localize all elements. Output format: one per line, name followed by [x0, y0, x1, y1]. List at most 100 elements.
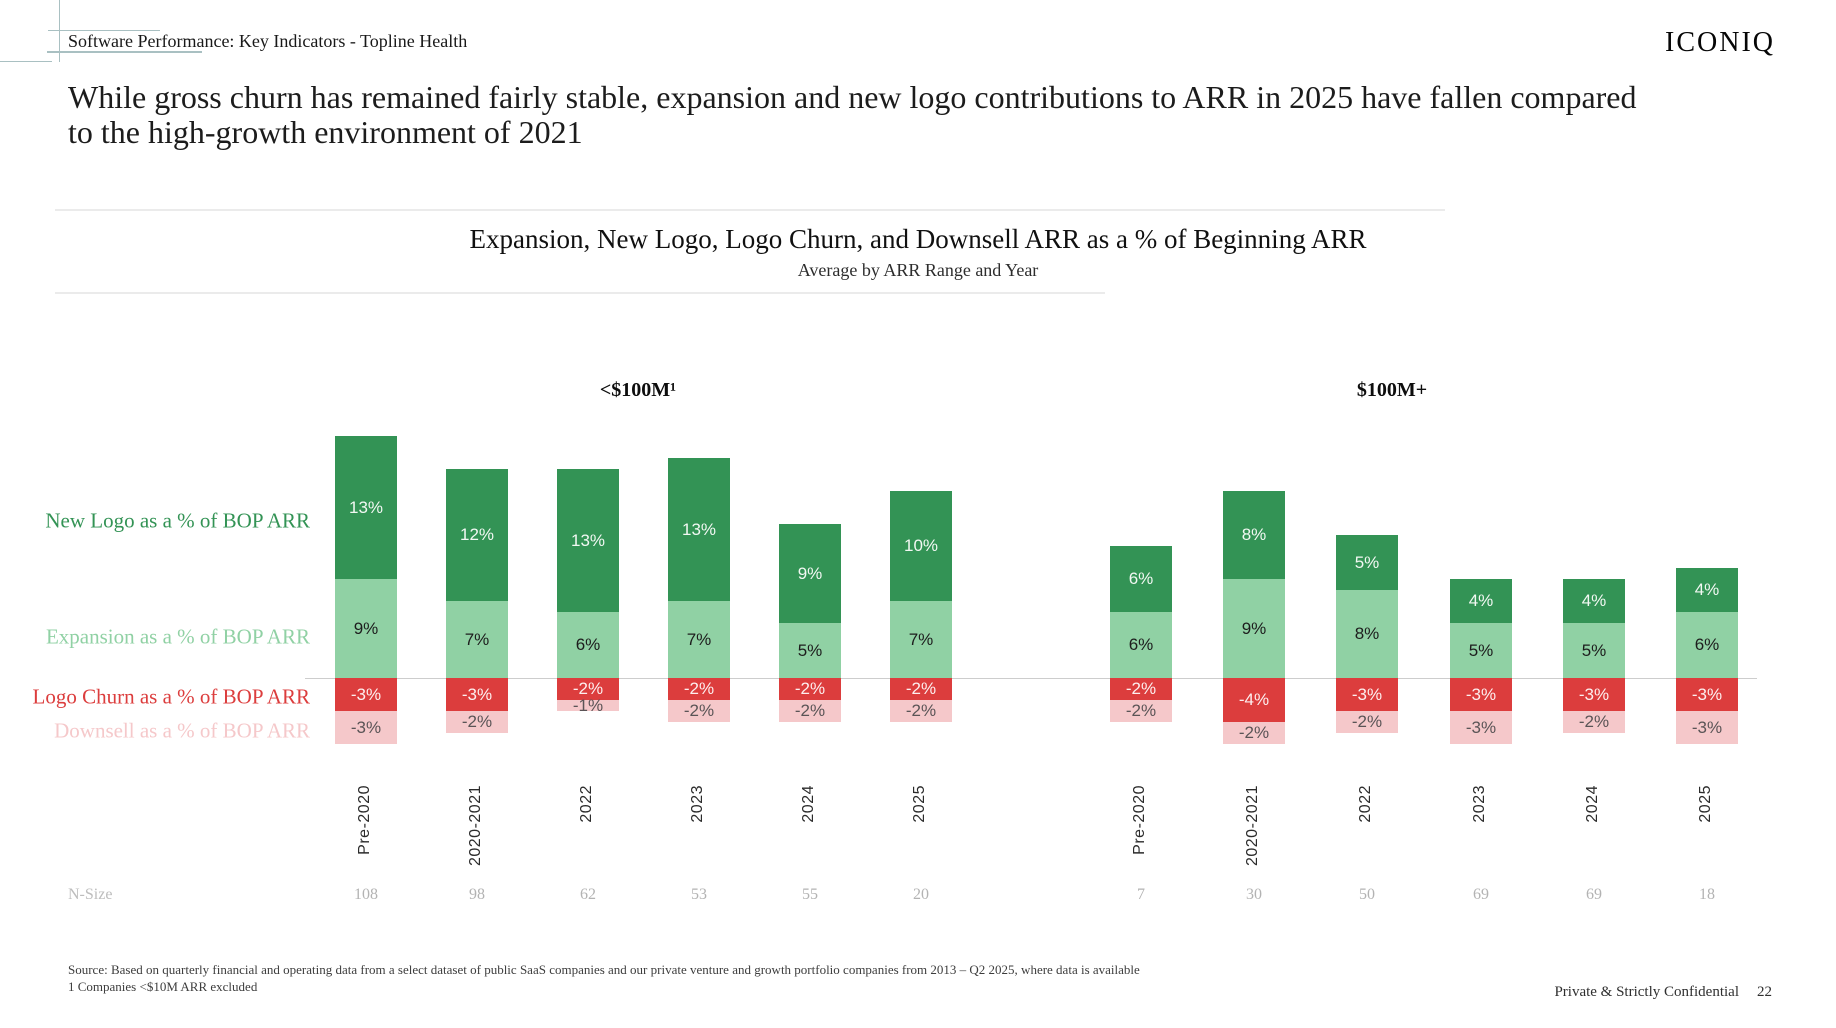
legend-label-downsell: Downsell as a % of BOP ARR [54, 718, 310, 743]
bar-segment-downsell: -3% [1676, 711, 1738, 744]
bar-segment-logo_churn: -2% [1110, 678, 1172, 700]
x-axis-year-label: Pre-2020 [1131, 785, 1148, 855]
bar-segment-new_logo: 13% [668, 458, 730, 601]
bar-segment-expansion: 7% [890, 601, 952, 678]
bar-segment-logo_churn: -3% [446, 678, 508, 711]
bar-value-label: -2% [683, 679, 715, 698]
bar-value-label: -2% [794, 679, 826, 698]
bar-segment-expansion: 6% [1110, 612, 1172, 678]
x-axis-year-label: 2025 [1697, 785, 1714, 823]
bar-value-label: 9% [797, 563, 823, 583]
bar-value-label: 13% [681, 519, 717, 539]
breadcrumb: Software Performance: Key Indicators - T… [68, 31, 468, 51]
n-size-value: 62 [580, 886, 596, 903]
bar-segment-logo_churn: -2% [557, 678, 619, 700]
bar-segment-new_logo: 13% [335, 436, 397, 579]
bar-value-label: -2% [461, 712, 493, 731]
bar-value-label: -2% [905, 701, 937, 720]
x-axis-year-label: 2024 [1584, 785, 1601, 823]
bar-value-label: 13% [570, 530, 606, 550]
n-size-value: 30 [1246, 886, 1262, 903]
bar-segment-expansion: 6% [557, 612, 619, 678]
bar-value-label: -2% [905, 679, 937, 698]
bar-segment-downsell: -2% [890, 700, 952, 722]
bar-value-label: 5% [1354, 552, 1380, 572]
x-axis-year-label: 2023 [689, 785, 706, 823]
confidential-footer: Private & Strictly Confidential 22 [1554, 984, 1772, 1001]
bar-value-label: -3% [1691, 717, 1723, 737]
bar-value-label: 6% [575, 635, 601, 654]
divider-top [55, 209, 1445, 211]
bar-value-label: -2% [1125, 679, 1157, 698]
bar-segment-logo_churn: -3% [335, 678, 397, 711]
bar-value-label: 13% [348, 497, 384, 517]
confidential-label: Private & Strictly Confidential [1554, 984, 1739, 1000]
bar-value-label: -1% [572, 695, 604, 715]
bar-value-label: 7% [464, 629, 490, 649]
divider-under-title [55, 292, 1105, 294]
bar-segment-logo_churn: -3% [1336, 678, 1398, 711]
chart-subtitle: Average by ARR Range and Year [797, 260, 1039, 280]
bar-value-label: 7% [686, 629, 712, 649]
corner-mark-underline [47, 51, 202, 53]
bar-value-label: -3% [461, 684, 493, 704]
legend-label-new_logo: New Logo as a % of BOP ARR [45, 508, 310, 533]
bar-value-label: -3% [1351, 684, 1383, 704]
bar-value-label: -3% [1465, 717, 1497, 737]
bar-value-label: -3% [1578, 684, 1610, 704]
bar-value-label: -2% [1125, 701, 1157, 720]
bar-value-label: -2% [1351, 712, 1383, 731]
bar-segment-downsell: -2% [446, 711, 508, 733]
bar-segment-new_logo: 12% [446, 469, 508, 601]
bar-segment-expansion: 9% [335, 579, 397, 678]
bar-segment-new_logo: 9% [779, 524, 841, 623]
bar-value-label: -2% [1578, 712, 1610, 731]
n-size-value: 55 [802, 886, 818, 903]
bar-segment-expansion: 5% [779, 623, 841, 678]
bar-segment-expansion: 6% [1676, 612, 1738, 678]
bar-segment-downsell: -2% [1336, 711, 1398, 733]
bar-segment-downsell: -2% [1563, 711, 1625, 733]
bar-value-label: 8% [1241, 525, 1267, 544]
bar-segment-new_logo: 4% [1676, 568, 1738, 612]
bar-segment-new_logo: 6% [1110, 546, 1172, 612]
bar-segment-expansion: 5% [1450, 623, 1512, 678]
bar-segment-new_logo: 10% [890, 491, 952, 601]
bar-segment-new_logo: 4% [1563, 579, 1625, 623]
x-axis-year-label: 2020-2021 [1244, 785, 1261, 867]
bar-value-label: 4% [1468, 591, 1494, 610]
bar-segment-expansion: 8% [1336, 590, 1398, 678]
n-size-value: 18 [1699, 886, 1715, 903]
page-title: While gross churn has remained fairly st… [68, 79, 1637, 150]
bar-value-label: 7% [908, 629, 934, 649]
bar-value-label: 5% [1468, 640, 1494, 660]
bar-segment-logo_churn: -2% [668, 678, 730, 700]
bar-segment-downsell: -3% [1450, 711, 1512, 744]
iconiq-logo: ICONIQ [1665, 27, 1775, 58]
x-axis-year-label: 2025 [911, 785, 928, 823]
n-size-value: 69 [1473, 886, 1489, 903]
bar-segment-downsell: -2% [668, 700, 730, 722]
n-size-value: 50 [1359, 886, 1375, 903]
bar-segment-logo_churn: -3% [1676, 678, 1738, 711]
n-size-value: 53 [691, 886, 707, 903]
n-size-row-label: N-Size [68, 886, 113, 903]
bar-segment-logo_churn: -3% [1563, 678, 1625, 711]
chart-title: Expansion, New Logo, Logo Churn, and Dow… [469, 224, 1367, 254]
bar-segment-logo_churn: -2% [890, 678, 952, 700]
n-size-value: 108 [354, 886, 378, 903]
bar-segment-logo_churn: -2% [779, 678, 841, 700]
n-size-value: 20 [913, 886, 929, 903]
bar-segment-downsell: -2% [779, 700, 841, 722]
bar-value-label: -2% [1238, 723, 1270, 742]
n-size-value: 69 [1586, 886, 1602, 903]
group-header: <$100M¹ [599, 379, 677, 401]
n-size-value: 7 [1137, 886, 1145, 903]
bar-segment-expansion: 7% [668, 601, 730, 678]
bar-value-label: -3% [350, 717, 382, 737]
bar-segment-new_logo: 4% [1450, 579, 1512, 623]
bar-segment-new_logo: 5% [1336, 535, 1398, 590]
bar-segment-expansion: 7% [446, 601, 508, 678]
bar-value-label: 4% [1694, 580, 1720, 599]
bar-value-label: -3% [350, 684, 382, 704]
